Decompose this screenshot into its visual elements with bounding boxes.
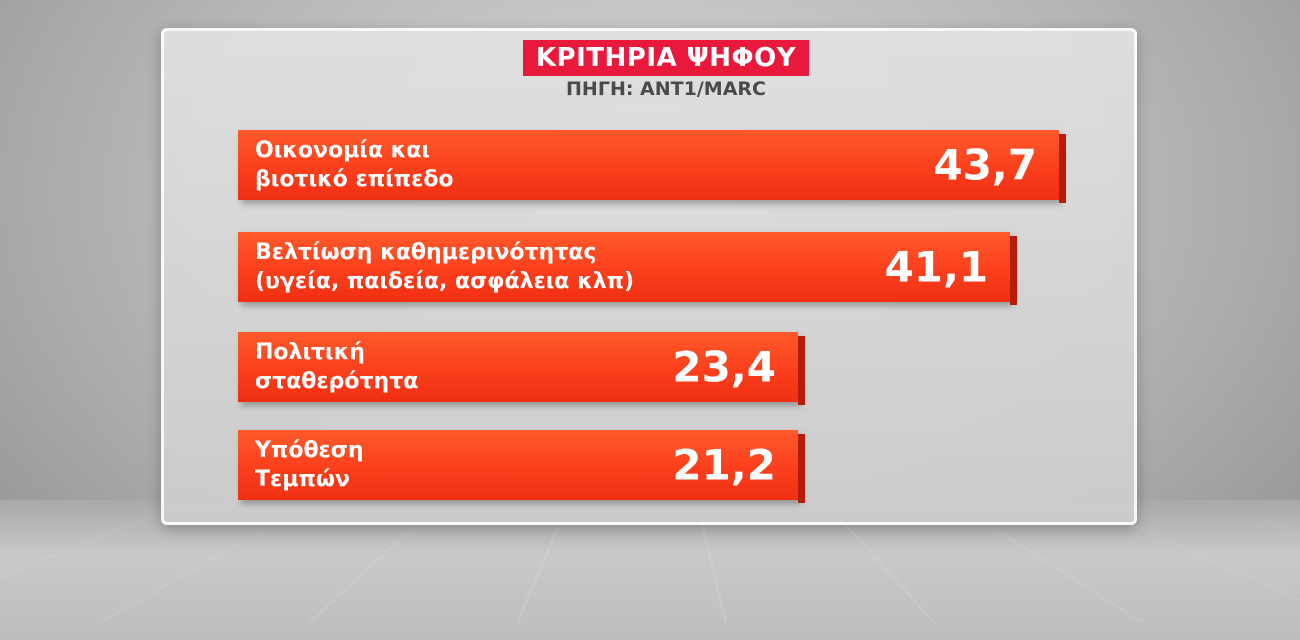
title-box: ΚΡΙΤΗΡΙΑ ΨΗΦΟΥ — [523, 40, 809, 76]
bar-value-label: 43,7 — [933, 140, 1037, 190]
bar-label: Οικονομία και βιοτικό επίπεδο — [255, 138, 454, 192]
bar: Οικονομία και βιοτικό επίπεδο 43,7 — [238, 130, 1066, 203]
chart-title: ΚΡΙΤΗΡΙΑ ΨΗΦΟΥ — [535, 43, 797, 73]
bar-label: Βελτίωση καθημερινότητας (υγεία, παιδεία… — [255, 240, 635, 294]
chart-subtitle: ΠΗΓΗ: ANT1/MARC — [566, 78, 766, 100]
bar-value-label: 23,4 — [672, 342, 776, 392]
bar-label: Πολιτική σταθερότητα — [255, 340, 419, 394]
bar: Υπόθεση Τεμπών 21,2 — [238, 430, 805, 503]
bar: Πολιτική σταθερότητα 23,4 — [238, 332, 805, 405]
bar-value-label: 41,1 — [884, 242, 989, 292]
bar-value-label: 21,2 — [672, 440, 776, 490]
bar: Βελτίωση καθημερινότητας (υγεία, παιδεία… — [238, 232, 1018, 305]
bar-label: Υπόθεση Τεμπών — [255, 438, 364, 492]
